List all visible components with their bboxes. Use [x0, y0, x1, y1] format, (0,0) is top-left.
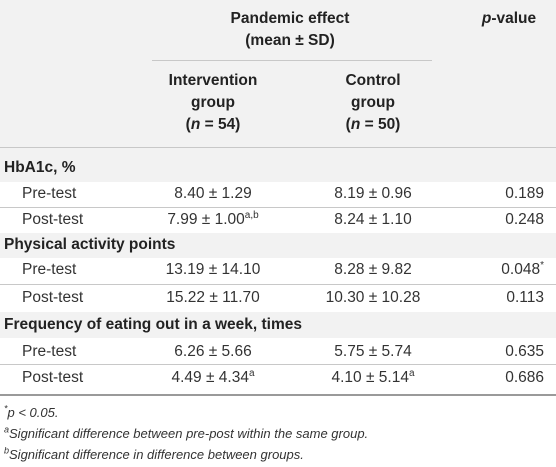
p-value-cell: 0.686: [505, 369, 544, 386]
row-divider: [0, 284, 556, 285]
header-divider: [152, 60, 432, 61]
control-cell: 8.19 ± 0.96: [334, 185, 412, 202]
section-title-hba1c: HbA1c, %: [4, 159, 76, 176]
control-cell: 5.75 ± 5.74: [334, 343, 412, 360]
footnote-b: bSignificant difference in difference be…: [4, 445, 304, 462]
intervention-group-heading: Intervention group (n = 54): [168, 72, 258, 133]
p-value-cell: 0.113: [506, 289, 544, 306]
row-label: Pre-test: [22, 343, 77, 360]
control-cell: 8.28 ± 9.82: [334, 261, 412, 278]
header-bottom-rule: [0, 147, 556, 148]
control-cell: 10.30 ± 10.28: [325, 289, 421, 306]
row-label: Post-test: [22, 211, 84, 228]
pandemic-effect-heading: Pandemic effect (mean ± SD): [230, 10, 350, 49]
p-value-cell: 0.635: [505, 343, 544, 360]
section-title-physical-activity: Physical activity points: [4, 236, 176, 253]
row-divider: [0, 207, 556, 208]
control-group-heading: Control group (n = 50): [345, 72, 401, 133]
footnote-significance: *p < 0.05.: [4, 403, 59, 420]
table-bottom-rule: [0, 394, 556, 396]
intervention-cell: 8.40 ± 1.29: [174, 185, 252, 202]
intervention-cell: 7.99 ± 1.00a,b: [167, 209, 259, 228]
header-background: [0, 0, 556, 147]
row-label: Post-test: [22, 289, 84, 306]
p-value-heading: p-value: [481, 10, 537, 27]
section-band: [0, 148, 556, 182]
intervention-cell: 13.19 ± 14.10: [165, 261, 261, 278]
intervention-cell: 6.26 ± 5.66: [174, 343, 252, 360]
section-band: [0, 233, 556, 258]
p-value-cell: 0.248: [505, 211, 544, 228]
control-cell: 8.24 ± 1.10: [334, 211, 412, 228]
intervention-cell: 15.22 ± 11.70: [166, 289, 260, 306]
intervention-cell: 4.49 ± 4.34a: [171, 367, 255, 386]
row-label: Post-test: [22, 369, 84, 386]
section-title-eating-out: Frequency of eating out in a week, times: [4, 316, 303, 333]
row-label: Pre-test: [22, 261, 77, 278]
p-value-cell: 0.189: [505, 185, 544, 202]
row-divider: [0, 364, 556, 365]
section-band: [0, 312, 556, 338]
p-value-cell: 0.048*: [501, 259, 544, 278]
control-cell: 4.10 ± 5.14a: [331, 367, 415, 386]
row-label: Pre-test: [22, 185, 77, 202]
footnote-a: aSignificant difference between pre-post…: [4, 424, 369, 441]
